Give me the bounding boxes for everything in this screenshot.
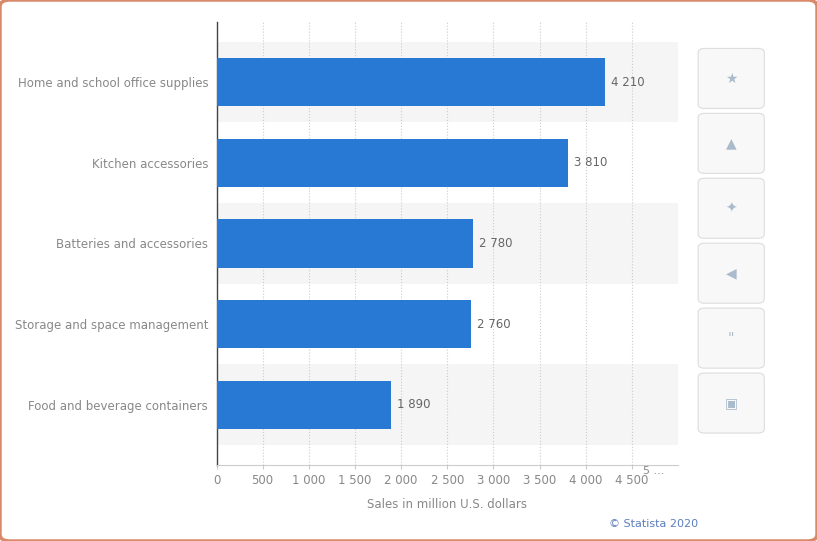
Text: ◀: ◀ [725,266,737,280]
Text: 5 ...: 5 ... [643,466,664,476]
Bar [217,300,471,348]
Text: 1 890: 1 890 [396,398,430,411]
Bar [217,365,678,445]
Text: 4 210: 4 210 [611,76,645,89]
Bar [217,284,678,365]
Bar [217,58,605,107]
Text: ▣: ▣ [725,396,738,410]
Text: 2 780: 2 780 [479,237,512,250]
Bar [217,138,569,187]
Bar [217,203,678,284]
Text: ": " [728,331,734,345]
Text: 2 760: 2 760 [477,318,511,331]
X-axis label: Sales in million U.S. dollars: Sales in million U.S. dollars [368,498,527,511]
Text: 3 810: 3 810 [574,156,607,169]
Bar [217,42,678,122]
Text: ★: ★ [725,71,738,85]
Text: © Statista 2020: © Statista 2020 [609,519,699,529]
Text: ▲: ▲ [725,136,737,150]
Bar [217,219,473,268]
Bar [217,380,391,429]
Text: ✦: ✦ [725,201,737,215]
Bar [217,122,678,203]
